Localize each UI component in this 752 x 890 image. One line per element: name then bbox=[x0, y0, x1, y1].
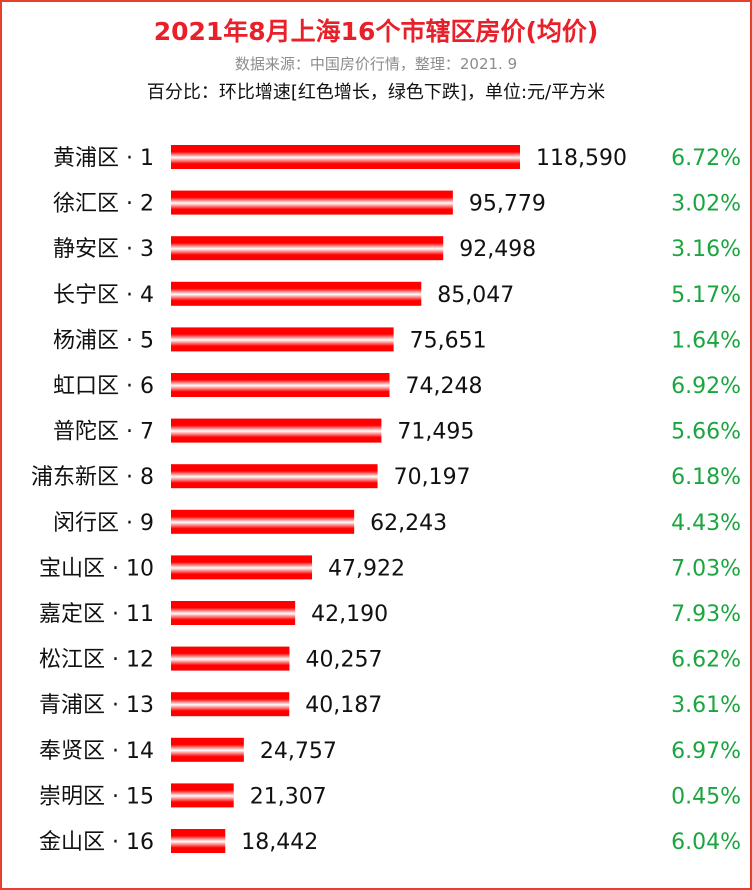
value-label: 85,047 bbox=[437, 283, 514, 308]
bar bbox=[171, 464, 378, 489]
category-label: 杨浦区 · 5 bbox=[53, 328, 154, 353]
growth-label: 7.03% bbox=[671, 556, 741, 581]
bar bbox=[171, 509, 355, 534]
bar bbox=[171, 737, 244, 762]
bar bbox=[171, 373, 390, 397]
value-label: 74,248 bbox=[406, 374, 483, 399]
value-label: 18,442 bbox=[241, 830, 318, 855]
bar bbox=[171, 829, 226, 853]
value-label: 118,590 bbox=[536, 146, 627, 171]
growth-label: 0.45% bbox=[671, 784, 741, 809]
bar bbox=[171, 281, 422, 306]
bar bbox=[171, 601, 296, 625]
growth-label: 4.43% bbox=[671, 511, 741, 536]
value-label: 40,187 bbox=[305, 693, 382, 718]
growth-label: 6.72% bbox=[671, 146, 741, 171]
growth-label: 6.04% bbox=[671, 830, 741, 855]
growth-label: 1.64% bbox=[671, 328, 741, 353]
value-label: 47,922 bbox=[328, 556, 405, 581]
category-label: 奉贤区 · 14 bbox=[39, 739, 154, 764]
growth-label: 6.92% bbox=[671, 374, 741, 399]
category-label: 静安区 · 3 bbox=[53, 237, 154, 262]
growth-label: 6.97% bbox=[671, 739, 741, 764]
category-label: 黄浦区 · 1 bbox=[53, 146, 154, 171]
category-label: 普陀区 · 7 bbox=[53, 420, 154, 445]
value-label: 42,190 bbox=[311, 602, 388, 627]
category-label: 崇明区 · 15 bbox=[39, 784, 154, 809]
unit-note: 百分比：环比增速[红色增长，绿色下跌]，单位:元/平方米 bbox=[146, 82, 606, 103]
growth-label: 3.61% bbox=[671, 693, 741, 718]
category-label: 金山区 · 16 bbox=[39, 830, 154, 855]
bar bbox=[171, 783, 234, 808]
category-label: 嘉定区 · 11 bbox=[39, 602, 154, 627]
value-label: 24,757 bbox=[260, 739, 337, 764]
growth-label: 7.93% bbox=[671, 602, 741, 627]
value-label: 75,651 bbox=[410, 328, 487, 353]
value-label: 62,243 bbox=[370, 511, 447, 536]
category-label: 青浦区 · 13 bbox=[39, 693, 154, 718]
bar bbox=[171, 418, 382, 443]
growth-label: 3.16% bbox=[671, 237, 741, 262]
value-label: 95,779 bbox=[469, 192, 546, 217]
category-label: 长宁区 · 4 bbox=[53, 283, 154, 308]
growth-label: 5.66% bbox=[671, 420, 741, 445]
category-label: 闵行区 · 9 bbox=[53, 511, 154, 536]
bar bbox=[171, 190, 453, 215]
growth-label: 5.17% bbox=[671, 283, 741, 308]
category-label: 虹口区 · 6 bbox=[53, 374, 154, 399]
growth-label: 6.18% bbox=[671, 465, 741, 490]
value-label: 92,498 bbox=[459, 237, 536, 262]
growth-label: 6.62% bbox=[671, 648, 741, 673]
bar bbox=[171, 236, 444, 261]
bar bbox=[171, 327, 394, 352]
category-label: 浦东新区 · 8 bbox=[31, 465, 154, 490]
data-source: 数据来源：中国房价行情，整理：2021. 9 bbox=[234, 55, 518, 73]
value-label: 21,307 bbox=[250, 784, 327, 809]
bar bbox=[171, 692, 290, 717]
category-label: 宝山区 · 10 bbox=[39, 556, 154, 581]
value-label: 40,257 bbox=[305, 648, 382, 673]
category-label: 徐汇区 · 2 bbox=[53, 192, 154, 217]
value-label: 70,197 bbox=[394, 465, 471, 490]
chart-title: 2021年8月上海16个市辖区房价(均价) bbox=[153, 17, 599, 46]
bar bbox=[171, 145, 520, 169]
growth-label: 3.02% bbox=[671, 192, 741, 217]
category-label: 松江区 · 12 bbox=[39, 648, 154, 673]
bar bbox=[171, 555, 313, 580]
bar bbox=[171, 646, 290, 671]
value-label: 71,495 bbox=[397, 420, 474, 445]
